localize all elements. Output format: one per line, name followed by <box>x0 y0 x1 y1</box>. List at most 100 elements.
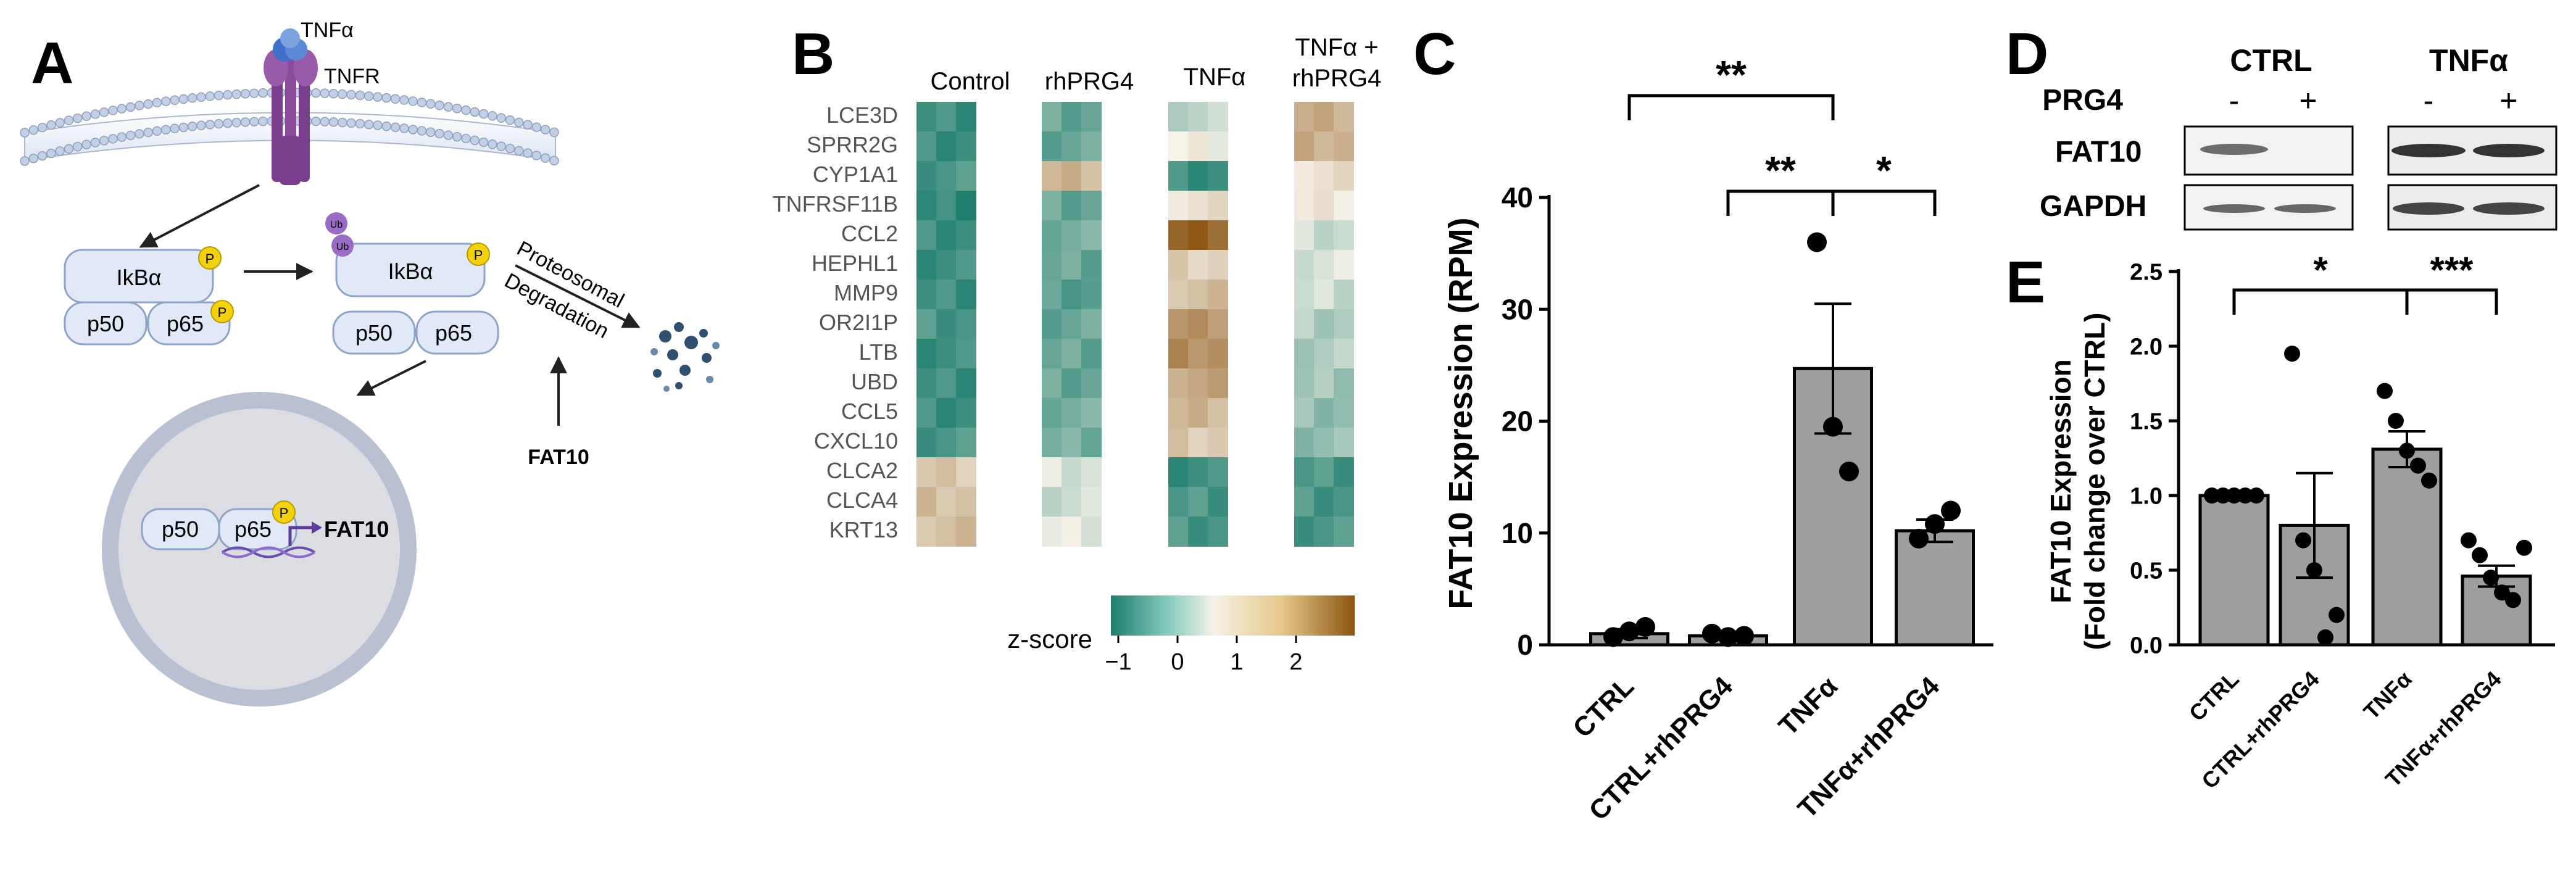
heatmap-cell <box>1062 398 1082 428</box>
gene-label-ltb: LTB <box>859 339 898 365</box>
phospho-label: P <box>206 251 215 267</box>
gene-label-clca4: CLCA4 <box>826 487 898 513</box>
heatmap-cell <box>1208 398 1228 428</box>
heatmap <box>916 102 1354 547</box>
heatmap-cell <box>1294 191 1315 221</box>
heatmap-cell <box>1294 516 1315 547</box>
heatmap-cell <box>1062 280 1082 310</box>
heatmap-cell <box>956 457 976 487</box>
lipid-head <box>231 117 241 128</box>
heatmap-cell <box>1168 250 1189 280</box>
prg4-sign: - <box>2424 83 2434 118</box>
panel-b: B Control rhPRG4 TNFα TNFα + rhPRG4 LCE3… <box>773 21 1382 675</box>
heatmap-cell <box>956 309 976 339</box>
lipid-head <box>364 119 374 130</box>
heatmap-cell <box>1294 339 1315 369</box>
heatmap-cell <box>1081 102 1102 132</box>
heatmap-cell <box>956 102 976 132</box>
heatmap-cell <box>1188 516 1208 547</box>
panel-label-a: A <box>31 30 73 96</box>
heatmap-cell <box>1042 102 1062 132</box>
lipid-head <box>505 143 515 154</box>
lipid-head <box>311 116 321 126</box>
panel-label-c: C <box>1413 21 1456 87</box>
heatmap-cell <box>1081 516 1102 547</box>
lipid-head <box>390 122 401 132</box>
lipid-head <box>328 88 339 99</box>
heatmap-cell <box>936 102 957 132</box>
lipid-head <box>55 118 65 128</box>
heatmap-cell <box>916 131 937 162</box>
p50-label: p50 <box>87 311 124 336</box>
heatmap-cell <box>1042 457 1062 487</box>
heatmap-cell <box>1081 161 1102 191</box>
heatmap-cell <box>1334 131 1354 162</box>
lipid-head <box>258 88 268 98</box>
y-tick-label: 10 <box>1502 517 1533 549</box>
lipid-head <box>64 115 74 125</box>
heatmap-cell <box>956 191 976 221</box>
heatmap-cell <box>1042 191 1062 221</box>
heatmap-cell <box>1314 398 1334 428</box>
zscore-tick: 0 <box>1171 649 1184 675</box>
heatmap-cell <box>1062 516 1082 547</box>
heatmap-cell <box>936 487 957 517</box>
heatmap-cell <box>1062 102 1082 132</box>
lipid-head <box>90 138 101 147</box>
x-tick-label: CTRL <box>2184 666 2244 726</box>
heatmap-cell <box>1188 457 1208 487</box>
heatmap-cell <box>1314 102 1334 132</box>
heatmap-cell <box>1081 457 1102 487</box>
data-point <box>2215 487 2231 504</box>
lipid-head <box>99 136 109 146</box>
panel-a: A TNFα TNFR IkBα p50 p65 <box>20 19 720 707</box>
zscore-gradient <box>1111 595 1355 636</box>
heatmap-cell <box>1168 457 1189 487</box>
heatmap-cell <box>1062 428 1082 458</box>
lipid-head <box>373 92 383 102</box>
heatmap-cell <box>1062 487 1082 517</box>
proteosomal-degradation: Proteosomal Degradation <box>501 237 720 392</box>
heatmap-cell <box>1334 428 1354 458</box>
heatmap-cell <box>1062 250 1082 280</box>
tnf-receptor <box>264 49 318 185</box>
heatmap-cell <box>956 368 976 399</box>
data-point <box>2295 532 2311 549</box>
heatmap-cell <box>1294 131 1315 162</box>
lipid-head <box>434 128 444 139</box>
heatmap-cell <box>1188 191 1208 221</box>
heatmap-cell <box>936 368 957 399</box>
heatmap-cell <box>936 191 957 221</box>
lipid-head <box>240 89 251 99</box>
transcription-arrow <box>288 526 315 546</box>
lipid-head <box>81 139 91 150</box>
heatmap-cell <box>1168 368 1189 399</box>
heatmap-cell <box>1208 131 1228 162</box>
data-point <box>1823 417 1843 437</box>
heatmap-cell <box>916 516 937 547</box>
lipid-head <box>170 123 180 134</box>
heatmap-cell <box>1062 457 1082 487</box>
gene-label-krt13: KRT13 <box>829 517 898 542</box>
data-point <box>1603 627 1623 647</box>
arrow-degradation <box>515 264 641 328</box>
heatmap-cell <box>1062 368 1082 399</box>
heatmap-cell <box>956 220 976 251</box>
lipid-head <box>373 120 383 130</box>
lipid-head <box>249 117 259 126</box>
panel-label-d: D <box>2006 21 2048 87</box>
data-point <box>2204 487 2220 504</box>
heatmap-cell <box>1081 428 1102 458</box>
lipid-head <box>488 139 497 149</box>
ub-label: Ub <box>336 242 349 252</box>
lipid-head <box>364 91 374 101</box>
heatmap-cell <box>1314 131 1334 162</box>
data-point <box>1941 500 1961 521</box>
group-label-rhprg4: rhPRG4 <box>1045 68 1134 95</box>
heatmap-cell <box>1081 131 1102 162</box>
lipid-head <box>231 89 241 99</box>
heatmap-cell <box>1208 220 1228 251</box>
y-tick-label: 0 <box>1517 629 1533 661</box>
phospho-label: P <box>218 305 227 320</box>
y-tick-label: 0.0 <box>2130 632 2163 658</box>
